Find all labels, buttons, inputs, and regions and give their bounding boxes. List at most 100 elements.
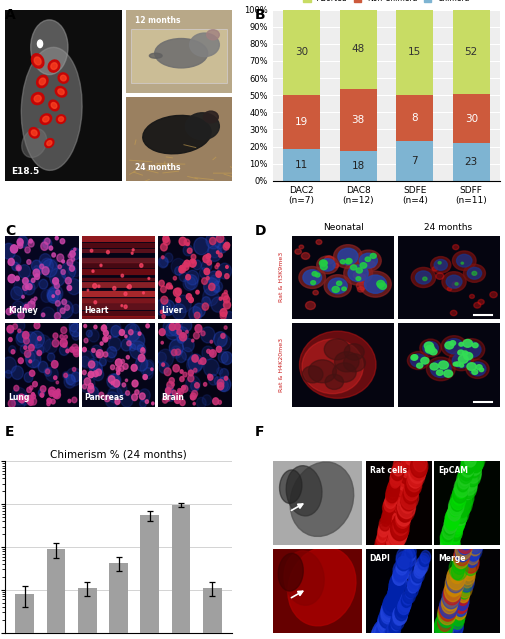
Circle shape: [386, 487, 398, 503]
Circle shape: [392, 577, 405, 593]
Circle shape: [93, 371, 98, 377]
Circle shape: [447, 566, 465, 590]
Circle shape: [456, 543, 470, 562]
Circle shape: [319, 260, 327, 266]
Ellipse shape: [299, 331, 376, 398]
Circle shape: [175, 349, 181, 355]
Circle shape: [128, 284, 131, 289]
Circle shape: [444, 589, 462, 612]
Circle shape: [185, 113, 219, 140]
Circle shape: [121, 305, 123, 307]
Circle shape: [394, 479, 412, 502]
Circle shape: [445, 518, 456, 532]
Circle shape: [181, 334, 185, 338]
Circle shape: [457, 532, 474, 553]
Circle shape: [16, 265, 21, 271]
Circle shape: [396, 511, 410, 528]
Circle shape: [446, 511, 458, 526]
Circle shape: [400, 495, 415, 513]
Circle shape: [40, 386, 46, 392]
Circle shape: [217, 234, 224, 242]
Circle shape: [84, 338, 88, 343]
Circle shape: [452, 282, 460, 288]
Circle shape: [218, 263, 232, 279]
Circle shape: [56, 381, 59, 384]
Text: Lung: Lung: [8, 394, 29, 403]
Circle shape: [52, 360, 58, 368]
Circle shape: [411, 267, 436, 288]
Circle shape: [201, 278, 208, 284]
Circle shape: [468, 461, 481, 478]
Circle shape: [466, 445, 478, 461]
Circle shape: [72, 344, 78, 352]
Circle shape: [395, 472, 414, 497]
Circle shape: [384, 592, 399, 612]
Circle shape: [395, 604, 408, 620]
Circle shape: [52, 253, 56, 257]
Text: 12 months: 12 months: [134, 17, 180, 26]
Text: 30: 30: [465, 114, 478, 124]
Circle shape: [441, 606, 457, 627]
Circle shape: [348, 265, 368, 282]
Circle shape: [104, 337, 108, 341]
Circle shape: [445, 339, 463, 354]
Circle shape: [455, 553, 470, 571]
Circle shape: [53, 278, 59, 284]
Ellipse shape: [59, 117, 64, 121]
Circle shape: [23, 308, 25, 311]
Circle shape: [28, 344, 34, 351]
Circle shape: [338, 248, 358, 265]
Circle shape: [453, 362, 458, 366]
Circle shape: [427, 348, 431, 351]
Circle shape: [324, 275, 351, 297]
Circle shape: [479, 368, 484, 372]
Circle shape: [457, 477, 466, 489]
Circle shape: [389, 582, 401, 597]
Circle shape: [61, 327, 67, 334]
Circle shape: [167, 283, 172, 289]
Circle shape: [60, 339, 67, 347]
Circle shape: [111, 381, 114, 385]
Ellipse shape: [45, 139, 54, 148]
Circle shape: [460, 364, 464, 367]
Circle shape: [370, 629, 384, 639]
Circle shape: [33, 266, 40, 273]
Circle shape: [39, 279, 48, 289]
Circle shape: [424, 342, 433, 350]
Circle shape: [61, 263, 76, 280]
Circle shape: [224, 290, 227, 294]
Circle shape: [460, 527, 474, 546]
Circle shape: [204, 383, 207, 386]
Circle shape: [423, 277, 427, 281]
Circle shape: [71, 372, 80, 382]
Circle shape: [463, 553, 479, 573]
Circle shape: [456, 493, 472, 515]
Circle shape: [163, 238, 170, 245]
Circle shape: [105, 392, 119, 408]
Circle shape: [301, 252, 310, 259]
Circle shape: [204, 278, 219, 295]
Circle shape: [88, 330, 99, 342]
Circle shape: [179, 268, 184, 273]
Circle shape: [340, 260, 345, 264]
Circle shape: [313, 290, 318, 295]
Circle shape: [172, 350, 177, 356]
Circle shape: [202, 303, 209, 311]
Circle shape: [190, 393, 196, 400]
Circle shape: [202, 395, 212, 405]
Circle shape: [404, 446, 419, 465]
Circle shape: [458, 487, 474, 508]
Circle shape: [449, 498, 461, 513]
Circle shape: [456, 481, 465, 493]
Circle shape: [8, 275, 15, 282]
Circle shape: [47, 287, 59, 301]
Circle shape: [31, 278, 35, 282]
Circle shape: [208, 242, 222, 258]
Circle shape: [386, 596, 396, 610]
Circle shape: [389, 581, 403, 600]
Circle shape: [381, 601, 397, 622]
Circle shape: [468, 443, 479, 458]
Circle shape: [131, 364, 137, 371]
Circle shape: [444, 597, 459, 616]
Circle shape: [377, 531, 386, 543]
